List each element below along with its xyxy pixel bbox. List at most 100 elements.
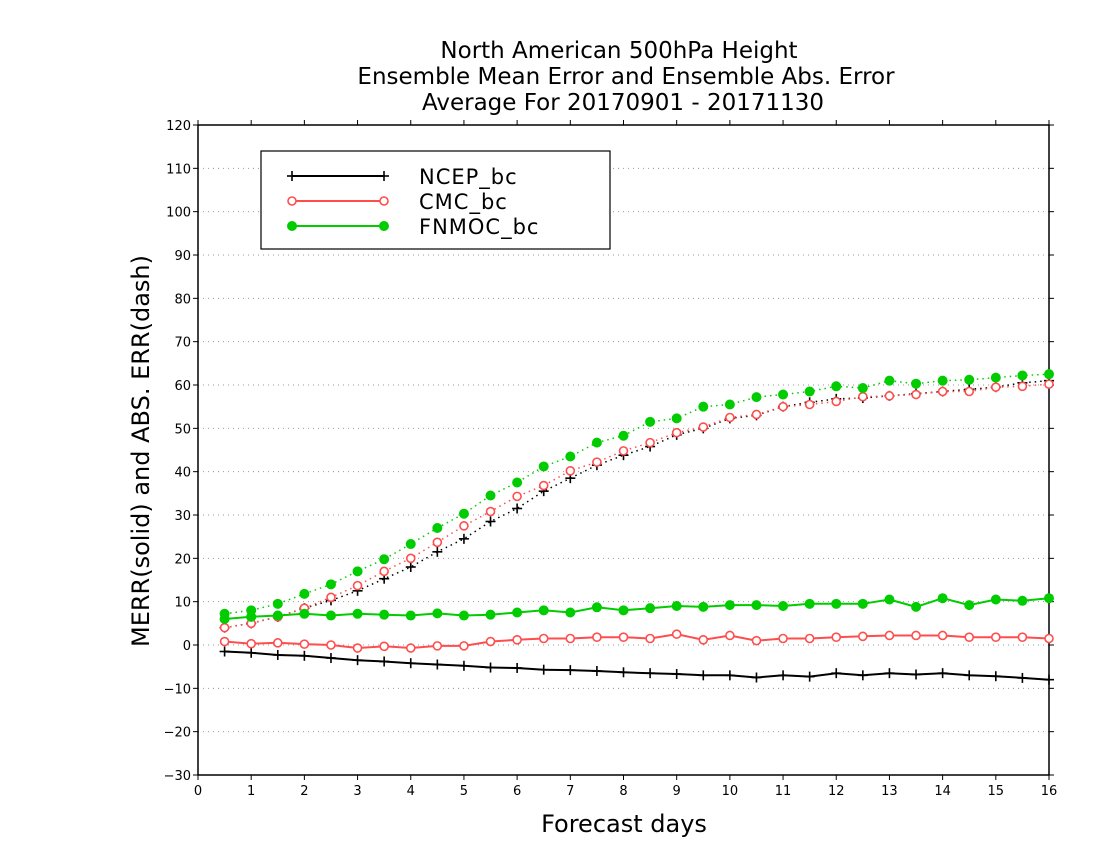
merr-point-ncep-bc: [432, 659, 443, 670]
abs-err-point-fnmoc-bc: [671, 413, 682, 424]
y-tick-label: 100: [166, 206, 191, 221]
merr-point-ncep-bc: [724, 670, 735, 681]
x-axis-title: Forecast days: [541, 810, 707, 838]
merr-point-ncep-bc: [751, 672, 762, 683]
x-tick-label: 5: [460, 784, 468, 799]
abs-err-point-cmc-bc: [698, 422, 709, 432]
abs-err-point-cmc-bc: [778, 401, 788, 412]
merr-point-cmc-bc: [565, 633, 576, 644]
grid: [198, 167, 1049, 733]
merr-point-ncep-bc: [272, 649, 283, 660]
abs-err-point-fnmoc-bc: [246, 605, 257, 616]
abs-err-line-cmc-bc: [224, 383, 1050, 629]
y-tick-label: 70: [174, 336, 191, 351]
x-tick-label: 8: [619, 784, 627, 799]
y-axis-title: MERR(solid) and ABS. ERR(dash): [127, 255, 155, 647]
abs-err-point-fnmoc-bc: [884, 375, 895, 386]
abs-err-point-fnmoc-bc: [405, 539, 416, 550]
merr-point-fnmoc-bc: [485, 609, 496, 620]
y-tick-label: −10: [164, 682, 191, 697]
abs-err-point-cmc-bc: [512, 491, 522, 502]
merr-point-fnmoc-bc: [751, 600, 762, 611]
abs-err-point-ncep-bc: [405, 562, 416, 572]
legend-marker-ncep-bc: [379, 171, 389, 181]
merr-point-ncep-bc: [884, 668, 895, 679]
merr-point-cmc-bc: [1044, 633, 1054, 644]
merr-point-cmc-bc: [272, 638, 283, 648]
merr-point-ncep-bc: [299, 650, 310, 661]
merr-point-cmc-bc: [618, 632, 629, 643]
merr-point-cmc-bc: [1017, 632, 1028, 643]
abs-err-point-fnmoc-bc: [698, 401, 709, 412]
merr-point-ncep-bc: [990, 671, 1001, 682]
abs-err-point-ncep-bc: [512, 503, 523, 514]
x-tick-label: 14: [934, 784, 951, 799]
merr-point-cmc-bc: [911, 630, 921, 641]
x-tick-label: 3: [353, 784, 361, 799]
merr-point-fnmoc-bc: [1044, 593, 1054, 604]
merr-point-cmc-bc: [831, 632, 842, 643]
abs-err-point-fnmoc-bc: [618, 430, 629, 441]
merr-point-cmc-bc: [379, 641, 389, 652]
abs-err-point-fnmoc-bc: [458, 508, 469, 519]
merr-point-fnmoc-bc: [538, 605, 549, 616]
merr-point-cmc-bc: [804, 633, 815, 644]
merr-point-cmc-bc: [964, 632, 975, 643]
merr-point-fnmoc-bc: [778, 601, 789, 611]
legend-marker-ncep-bc: [287, 171, 297, 181]
abs-err-point-fnmoc-bc: [591, 437, 602, 448]
merr-point-ncep-bc: [485, 662, 496, 673]
y-tick-label: 40: [174, 466, 191, 481]
merr-point-cmc-bc: [725, 630, 735, 641]
abs-err-line-fnmoc-bc: [224, 373, 1050, 615]
x-tick-label: 4: [407, 784, 415, 799]
abs-err-point-fnmoc-bc: [1017, 370, 1028, 381]
legend-marker-cmc-bc: [379, 196, 389, 206]
title-line-3: Average For 20170901 - 20171130: [422, 90, 824, 116]
merr-point-fnmoc-bc: [804, 598, 815, 609]
merr-point-cmc-bc: [432, 641, 443, 651]
merr-line-cmc-bc: [224, 633, 1050, 650]
merr-point-ncep-bc: [778, 670, 789, 681]
y-tick-label: 110: [166, 162, 191, 177]
merr-point-ncep-bc: [937, 668, 948, 679]
abs-err-point-fnmoc-bc: [512, 477, 523, 488]
abs-err-point-fnmoc-bc: [990, 372, 1001, 383]
abs-err-point-ncep-bc: [432, 546, 443, 557]
merr-point-fnmoc-bc: [325, 610, 336, 621]
merr-point-ncep-bc: [1017, 672, 1028, 683]
merr-point-ncep-bc: [379, 656, 390, 667]
x-tick-label: 7: [566, 784, 574, 799]
merr-point-ncep-bc: [325, 653, 336, 663]
y-tick-label: 90: [174, 249, 191, 264]
merr-point-cmc-bc: [299, 639, 310, 649]
merr-point-ncep-bc: [219, 646, 230, 657]
abs-err-point-cmc-bc: [1044, 379, 1054, 389]
abs-err-point-fnmoc-bc: [325, 579, 336, 590]
abs-err-point-fnmoc-bc: [299, 588, 310, 599]
abs-err-point-fnmoc-bc: [778, 389, 789, 400]
merr-point-ncep-bc: [698, 670, 709, 681]
abs-err-point-cmc-bc: [592, 457, 602, 467]
merr-point-cmc-bc: [991, 632, 1001, 643]
merr-point-fnmoc-bc: [565, 607, 576, 618]
abs-err-point-cmc-bc: [964, 386, 975, 397]
abs-err-point-fnmoc-bc: [857, 383, 868, 394]
title-line-2: Ensemble Mean Error and Ensemble Abs. Er…: [357, 64, 895, 90]
abs-err-point-cmc-bc: [379, 566, 389, 577]
merr-point-cmc-bc: [219, 636, 230, 647]
abs-err-point-cmc-bc: [1017, 381, 1028, 392]
abs-err-point-fnmoc-bc: [831, 381, 842, 392]
merr-point-ncep-bc: [857, 670, 868, 681]
abs-err-point-cmc-bc: [751, 409, 762, 420]
abs-err-point-cmc-bc: [911, 389, 921, 400]
merr-point-fnmoc-bc: [591, 602, 602, 613]
abs-err-point-cmc-bc: [725, 412, 735, 423]
x-tick-label: 0: [194, 784, 202, 799]
y-tick-label: −20: [164, 726, 191, 741]
abs-err-point-fnmoc-bc: [724, 399, 735, 410]
merr-point-fnmoc-bc: [618, 605, 629, 616]
legend-marker-fnmoc-bc: [287, 221, 297, 231]
abs-err-point-fnmoc-bc: [379, 554, 390, 565]
